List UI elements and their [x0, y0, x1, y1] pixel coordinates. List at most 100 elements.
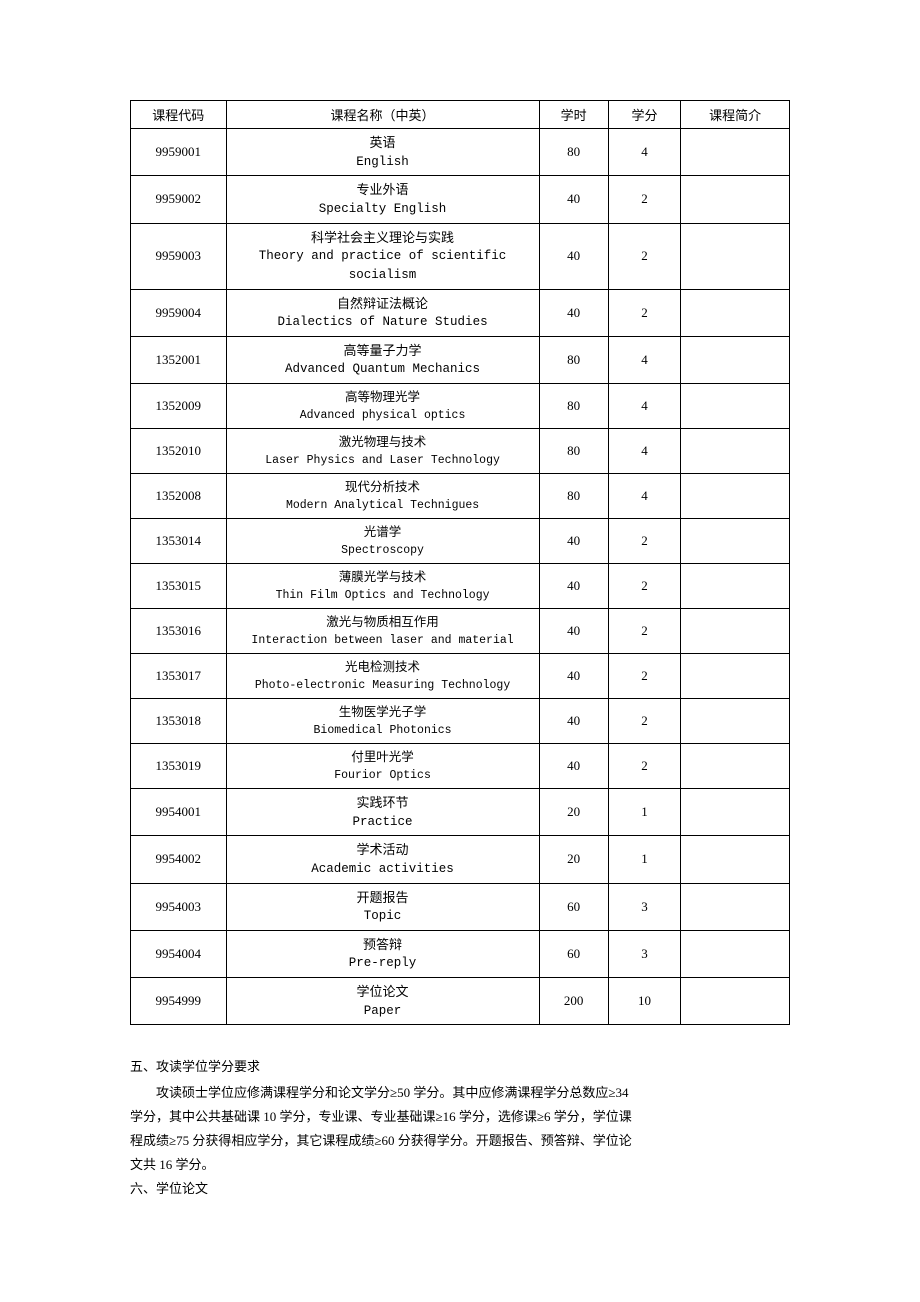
cell-name: 实践环节Practice: [226, 789, 539, 836]
cell-credits: 4: [608, 384, 680, 429]
table-row: 1352010激光物理与技术Laser Physics and Laser Te…: [131, 429, 790, 474]
cell-hours: 80: [539, 474, 608, 519]
cell-name: 专业外语Specialty English: [226, 176, 539, 223]
cell-brief: [681, 474, 790, 519]
cell-brief: [681, 223, 790, 289]
table-row: 1353019付里叶光学Fourior Optics402: [131, 744, 790, 789]
course-name-cn: 英语: [229, 133, 537, 153]
course-name-en: Spectroscopy: [229, 542, 537, 559]
cell-credits: 2: [608, 176, 680, 223]
table-row: 1353015薄膜光学与技术Thin Film Optics and Techn…: [131, 564, 790, 609]
cell-code: 9954003: [131, 883, 227, 930]
cell-name: 现代分析技术Modern Analytical Technigues: [226, 474, 539, 519]
cell-name: 学位论文Paper: [226, 978, 539, 1025]
section-5-para-line4: 文共 16 学分。: [130, 1153, 790, 1177]
cell-brief: [681, 744, 790, 789]
cell-name: 光电检测技术Photo-electronic Measuring Technol…: [226, 654, 539, 699]
cell-name: 生物医学光子学Biomedical Photonics: [226, 699, 539, 744]
cell-brief: [681, 609, 790, 654]
cell-name: 高等量子力学Advanced Quantum Mechanics: [226, 336, 539, 383]
cell-name: 预答辩Pre-reply: [226, 930, 539, 977]
cell-code: 9954999: [131, 978, 227, 1025]
cell-credits: 4: [608, 429, 680, 474]
course-name-cn: 付里叶光学: [229, 748, 537, 767]
course-name-cn: 实践环节: [229, 793, 537, 813]
cell-hours: 40: [539, 699, 608, 744]
course-name-cn: 预答辩: [229, 935, 537, 955]
cell-hours: 40: [539, 744, 608, 789]
cell-name: 科学社会主义理论与实践Theory and practice of scient…: [226, 223, 539, 289]
col-header-brief: 课程简介: [681, 101, 790, 129]
cell-brief: [681, 384, 790, 429]
course-name-en: Practice: [229, 813, 537, 832]
cell-name: 英语English: [226, 129, 539, 176]
section-6: 六、学位论文: [130, 1177, 790, 1201]
table-row: 9954002学术活动Academic activities201: [131, 836, 790, 883]
cell-hours: 40: [539, 564, 608, 609]
cell-code: 9959004: [131, 289, 227, 336]
course-name-cn: 光谱学: [229, 523, 537, 542]
section-5-para-line1: 攻读硕士学位应修满课程学分和论文学分≥50 学分。其中应修满课程学分总数应≥34: [130, 1081, 790, 1105]
course-name-cn: 高等物理光学: [229, 388, 537, 407]
cell-brief: [681, 176, 790, 223]
cell-name: 高等物理光学Advanced physical optics: [226, 384, 539, 429]
cell-credits: 2: [608, 564, 680, 609]
cell-hours: 20: [539, 836, 608, 883]
course-name-en: Topic: [229, 907, 537, 926]
course-name-en: Advanced physical optics: [229, 407, 537, 424]
cell-code: 9959003: [131, 223, 227, 289]
course-name-en: Dialectics of Nature Studies: [229, 313, 537, 332]
course-name-cn: 光电检测技术: [229, 658, 537, 677]
cell-code: 9959001: [131, 129, 227, 176]
cell-hours: 40: [539, 176, 608, 223]
cell-credits: 4: [608, 336, 680, 383]
course-name-cn: 现代分析技术: [229, 478, 537, 497]
cell-name: 学术活动Academic activities: [226, 836, 539, 883]
cell-code: 1352001: [131, 336, 227, 383]
course-name-cn: 激光物理与技术: [229, 433, 537, 452]
cell-code: 1353018: [131, 699, 227, 744]
course-table: 课程代码 课程名称（中英） 学时 学分 课程简介 9959001英语Englis…: [130, 100, 790, 1025]
course-name-en: Pre-reply: [229, 954, 537, 973]
course-name-en: Interaction between laser and material: [229, 632, 537, 649]
table-row: 1353016激光与物质相互作用Interaction between lase…: [131, 609, 790, 654]
cell-brief: [681, 978, 790, 1025]
cell-hours: 40: [539, 609, 608, 654]
cell-credits: 2: [608, 744, 680, 789]
cell-name: 付里叶光学Fourior Optics: [226, 744, 539, 789]
cell-name: 开题报告Topic: [226, 883, 539, 930]
cell-credits: 4: [608, 129, 680, 176]
cell-brief: [681, 289, 790, 336]
col-header-credits: 学分: [608, 101, 680, 129]
cell-code: 1352008: [131, 474, 227, 519]
course-name-cn: 薄膜光学与技术: [229, 568, 537, 587]
course-name-cn: 专业外语: [229, 180, 537, 200]
cell-code: 1353017: [131, 654, 227, 699]
cell-credits: 2: [608, 289, 680, 336]
cell-code: 9954004: [131, 930, 227, 977]
cell-brief: [681, 564, 790, 609]
cell-name: 激光与物质相互作用Interaction between laser and m…: [226, 609, 539, 654]
cell-hours: 80: [539, 336, 608, 383]
cell-brief: [681, 519, 790, 564]
cell-brief: [681, 930, 790, 977]
cell-hours: 60: [539, 883, 608, 930]
cell-code: 1353015: [131, 564, 227, 609]
cell-brief: [681, 429, 790, 474]
course-name-en: Fourior Optics: [229, 767, 537, 784]
course-name-cn: 生物医学光子学: [229, 703, 537, 722]
table-row: 9959003科学社会主义理论与实践Theory and practice of…: [131, 223, 790, 289]
section-5-para-line2: 学分，其中公共基础课 10 学分，专业课、专业基础课≥16 学分，选修课≥6 学…: [130, 1105, 790, 1129]
course-name-en: Theory and practice of scientific social…: [253, 247, 513, 285]
cell-code: 9954002: [131, 836, 227, 883]
cell-code: 1353014: [131, 519, 227, 564]
table-row: 1353017光电检测技术Photo-electronic Measuring …: [131, 654, 790, 699]
course-name-cn: 自然辩证法概论: [229, 294, 537, 314]
table-header-row: 课程代码 课程名称（中英） 学时 学分 课程简介: [131, 101, 790, 129]
course-name-cn: 科学社会主义理论与实践: [229, 228, 537, 248]
cell-hours: 40: [539, 519, 608, 564]
course-name-en: Modern Analytical Technigues: [229, 497, 537, 514]
course-name-cn: 学位论文: [229, 982, 537, 1002]
cell-credits: 1: [608, 836, 680, 883]
course-name-cn: 高等量子力学: [229, 341, 537, 361]
